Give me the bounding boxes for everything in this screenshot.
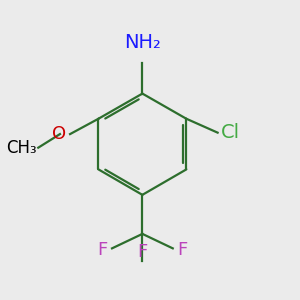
Text: CH₃: CH₃ [6, 139, 37, 157]
Text: NH₂: NH₂ [124, 33, 161, 52]
Text: F: F [137, 243, 148, 261]
Text: F: F [177, 241, 188, 259]
Text: Cl: Cl [220, 123, 240, 142]
Text: F: F [98, 241, 108, 259]
Text: O: O [52, 125, 66, 143]
